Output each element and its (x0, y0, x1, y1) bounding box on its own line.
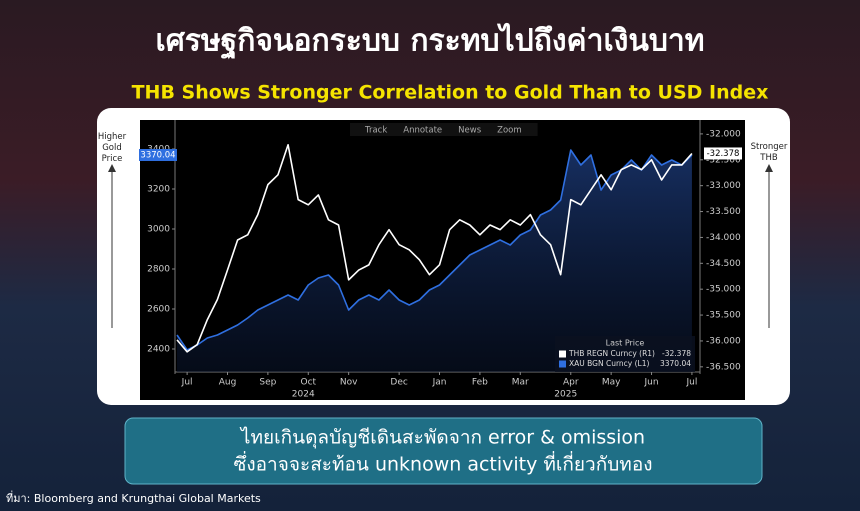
axis-title-line: Stronger (751, 142, 788, 152)
callout-line: ไทยเกินดุลบัญชีเดินสะพัดจาก error & omis… (239, 427, 645, 450)
x-tick-label: Jul (181, 378, 193, 388)
source: ที่มา: Bloomberg and Krungthai Global Ma… (6, 490, 261, 505)
legend-label: THB REGN Curncy (R1) (568, 349, 655, 358)
last-value-badge (139, 148, 177, 161)
toolbar-item: Zoom (497, 126, 522, 136)
x-year-label: 2025 (554, 390, 577, 400)
y2-tick-label: -36.500 (706, 362, 741, 372)
legend-swatch (559, 360, 566, 368)
x-tick-label: Apr (563, 378, 579, 388)
x-tick-label: Jun (644, 378, 659, 388)
axis-title-line: Higher (98, 132, 127, 142)
y2-tick-label: -34.000 (706, 233, 741, 243)
toolbar-item: Annotate (403, 126, 442, 136)
y2-tick-label: -34.500 (706, 259, 741, 269)
legend-value: -32.378 (662, 349, 691, 358)
axis-title: Stronger THB (751, 142, 788, 163)
y2-tick-label: -35.000 (706, 285, 741, 295)
callout-line: ซึ่งอาจจะสะท้อน unknown activity ที่เกี่… (233, 451, 652, 476)
legend-swatch (559, 350, 566, 358)
slide-subtitle: THB Shows Stronger Correlation to Gold T… (132, 82, 769, 104)
y2-tick-label: -36.000 (706, 336, 741, 346)
y-tick-label: 3200 (147, 185, 170, 195)
x-tick-label: Mar (512, 378, 529, 388)
callout-box (124, 417, 763, 485)
x-tick-label: Dec (390, 378, 407, 388)
axis-title-line: Gold (102, 143, 122, 153)
last-value-label: 3370.04 (140, 150, 175, 160)
y2-tick-label: -33.000 (706, 181, 741, 191)
slide-title: เศรษฐกิจนอกระบบ กระทบไปถึงค่าเงินบาท (155, 23, 704, 61)
x-tick-label: Jul (685, 378, 697, 388)
last-value-badge (704, 147, 742, 160)
legend-title: Last Price (606, 339, 645, 348)
legend-label: XAU BGN Curncy (L1) (569, 359, 649, 368)
y-tick-label: 3000 (147, 225, 170, 235)
y-tick-label: 2400 (147, 345, 170, 355)
y2-tick-label: -33.500 (706, 207, 741, 217)
y2-tick-label: -32.000 (706, 129, 741, 139)
toolbar-item: Track (364, 126, 387, 136)
series-area (177, 150, 692, 372)
arrow-head (765, 164, 773, 172)
axis-title: Higher Gold Price (98, 132, 127, 164)
x-tick-label: Nov (340, 378, 358, 388)
toolbar-item: News (458, 126, 482, 136)
x-tick-label: Oct (300, 378, 316, 388)
axis-title-line: Price (102, 154, 123, 164)
toolbar (350, 123, 538, 136)
last-value-label: -32.378 (707, 149, 740, 159)
legend-value: 3370.04 (660, 359, 691, 368)
x-year-label: 2024 (292, 390, 315, 400)
x-tick-label: Jan (432, 378, 447, 388)
legend-box (555, 336, 695, 372)
y2-tick-label: -35.500 (706, 311, 741, 321)
axis-title-line: THB (759, 153, 778, 163)
y-tick-label: 2800 (147, 265, 170, 275)
x-tick-label: Aug (219, 378, 237, 388)
x-tick-label: May (602, 378, 621, 388)
x-tick-label: Feb (472, 378, 488, 388)
x-tick-label: Sep (259, 378, 276, 388)
series-line (176, 143, 693, 353)
y2-tick-label: -32.500 (706, 155, 741, 165)
y-tick-label: 2600 (147, 305, 170, 315)
arrow-head (108, 164, 116, 172)
